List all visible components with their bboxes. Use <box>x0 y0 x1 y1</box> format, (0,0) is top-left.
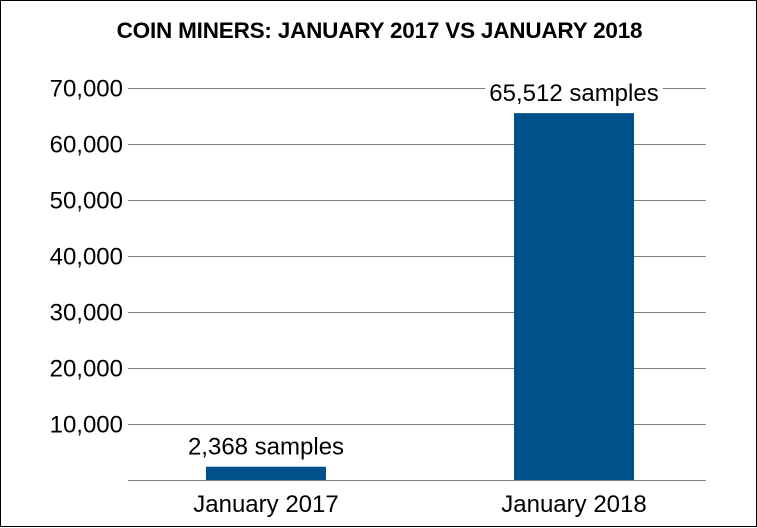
data-label: 2,368 samples <box>188 434 344 461</box>
y-tick-label: 50,000 <box>50 188 123 215</box>
y-tick-label: 70,000 <box>50 76 123 103</box>
data-label-background <box>183 435 349 459</box>
bars <box>206 113 634 480</box>
y-tick-label: 30,000 <box>50 300 123 327</box>
chart-title: COIN MINERS: JANUARY 2017 VS JANUARY 201… <box>116 18 643 43</box>
y-tick-label: 20,000 <box>50 356 123 383</box>
x-tick-label: January 2018 <box>501 491 646 518</box>
y-tick-label: 40,000 <box>50 244 123 271</box>
bar <box>514 113 634 480</box>
data-label-background <box>485 82 663 106</box>
bar <box>206 466 326 480</box>
x-tick-label: January 2017 <box>193 491 338 518</box>
y-tick-label: 10,000 <box>50 412 123 439</box>
y-tick-label: 60,000 <box>50 132 123 159</box>
data-label: 65,512 samples <box>489 80 658 107</box>
labels: 10,000 20,000 30,000 40,000 50,000 60,000 70,0… <box>50 76 663 518</box>
